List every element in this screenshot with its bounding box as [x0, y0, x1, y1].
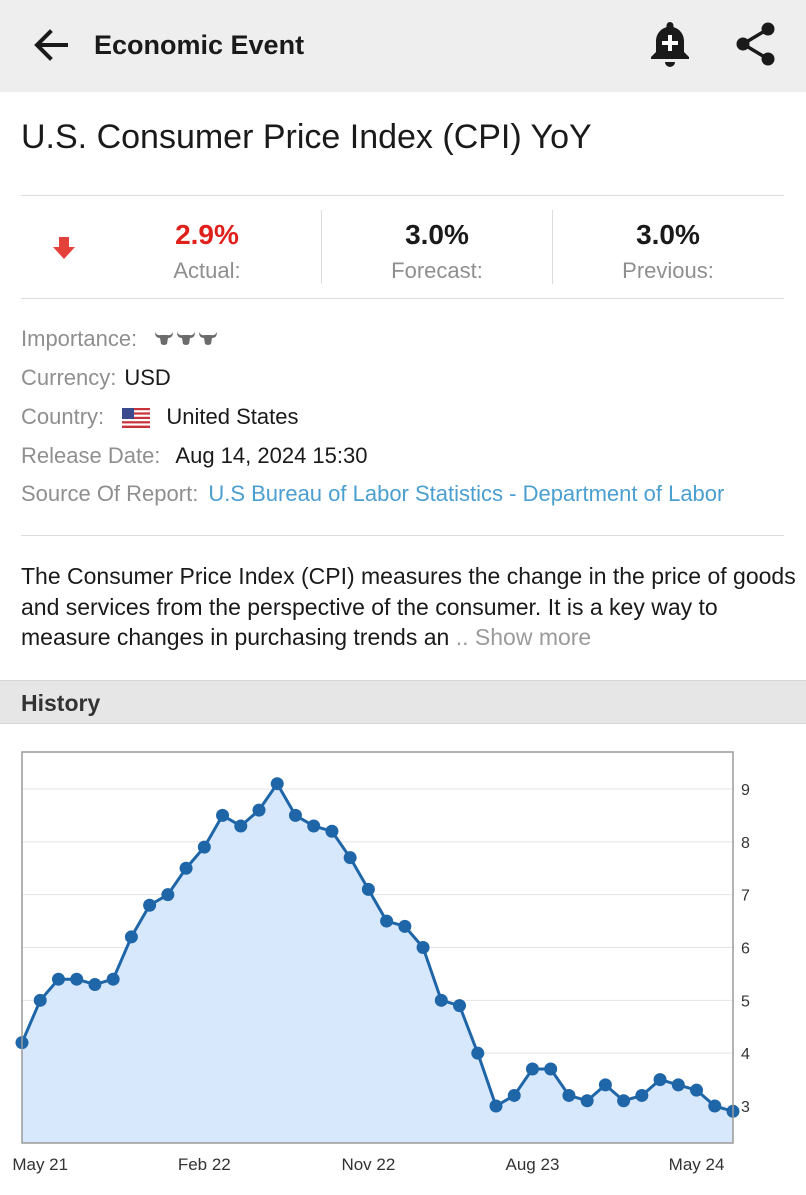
previous-value: 3.0% — [636, 219, 700, 250]
data-point — [179, 861, 193, 875]
x-tick-label: Aug 23 — [506, 1155, 560, 1174]
data-point — [325, 824, 339, 838]
data-point — [234, 819, 248, 833]
down-arrow-icon — [53, 237, 75, 259]
country-label: Country: — [21, 404, 105, 429]
data-point — [434, 993, 448, 1007]
divider — [552, 210, 553, 284]
importance-row: Importance: — [21, 322, 219, 356]
country-row: Country: United States — [21, 400, 298, 434]
data-point — [544, 1062, 558, 1076]
data-point — [617, 1094, 631, 1108]
back-arrow-icon[interactable] — [28, 22, 74, 68]
previous-stat: 3.0% Previous: — [578, 198, 758, 298]
data-point — [653, 1073, 667, 1087]
data-point — [307, 819, 321, 833]
y-tick-label: 3 — [741, 1099, 750, 1116]
data-point — [416, 941, 430, 954]
forecast-label: Forecast: — [391, 258, 483, 283]
y-tick-label: 7 — [741, 888, 750, 905]
share-icon[interactable] — [732, 20, 780, 68]
release-label: Release Date: — [21, 443, 161, 468]
data-point — [507, 1088, 521, 1102]
data-point — [453, 999, 467, 1013]
history-chart[interactable]: 3 4 5 6 7 8 9 May 21 Feb 22 Nov 22 Aug 23 May 24 — [0, 740, 806, 1190]
source-label: Source Of Report: — [21, 481, 199, 506]
event-stats: 2.9% Actual: 3.0% Forecast: 3.0% Previou… — [21, 198, 784, 298]
data-point — [143, 898, 157, 912]
data-point — [635, 1088, 649, 1102]
data-point — [270, 777, 284, 791]
y-tick-label: 5 — [741, 993, 750, 1010]
description-text: The Consumer Price Index (CPI) measures … — [21, 563, 796, 650]
data-point — [398, 919, 412, 933]
data-point — [70, 972, 84, 986]
data-point — [197, 840, 211, 854]
series-line — [20, 782, 734, 1113]
data-point — [580, 1094, 594, 1108]
data-point — [708, 1099, 722, 1113]
source-link[interactable]: U.S Bureau of Labor Statistics - Departm… — [208, 481, 725, 506]
source-row: Source Of Report: U.S Bureau of Labor Sta… — [21, 477, 724, 511]
data-point — [88, 977, 102, 991]
data-point — [525, 1062, 539, 1076]
data-point — [51, 972, 65, 986]
data-point — [471, 1046, 485, 1060]
divider — [21, 195, 784, 196]
importance-bulls — [153, 323, 219, 357]
x-tick-label: May 21 — [12, 1155, 68, 1174]
y-tick-label: 9 — [741, 782, 750, 799]
us-flag-icon — [122, 408, 151, 429]
y-tick-label: 6 — [741, 941, 750, 958]
app-bar: Economic Event — [0, 0, 806, 92]
data-point — [690, 1083, 704, 1097]
country-value: United States — [166, 404, 299, 429]
data-point — [161, 888, 175, 902]
data-point — [671, 1078, 685, 1092]
release-row: Release Date: Aug 14, 2024 15:30 — [21, 439, 367, 473]
forecast-stat: 3.0% Forecast: — [347, 198, 527, 298]
divider — [21, 535, 784, 536]
history-header: History — [0, 680, 806, 724]
data-point — [380, 914, 394, 928]
x-tick-label: Nov 22 — [341, 1155, 395, 1174]
show-more-link[interactable]: .. Show more — [449, 624, 592, 650]
add-alert-bell-icon[interactable] — [646, 18, 694, 70]
actual-label: Actual: — [173, 258, 241, 283]
bull-icon — [155, 332, 218, 346]
x-tick-label: Feb 22 — [178, 1155, 231, 1174]
currency-label: Currency: — [21, 365, 117, 390]
divider — [321, 210, 322, 284]
forecast-value: 3.0% — [405, 219, 469, 250]
app-bar-title: Economic Event — [94, 30, 305, 60]
previous-label: Previous: — [622, 258, 714, 283]
area-fill — [22, 783, 733, 1143]
actual-stat: 2.9% Actual: — [117, 198, 297, 298]
y-tick-label: 8 — [741, 835, 750, 852]
data-point — [598, 1078, 612, 1092]
data-point — [288, 808, 302, 822]
data-point — [124, 930, 138, 944]
history-title: History — [21, 690, 101, 716]
event-title: U.S. Consumer Price Index (CPI) YoY — [21, 118, 592, 156]
data-point — [562, 1088, 576, 1102]
data-point — [33, 993, 47, 1007]
currency-row: Currency: USD — [21, 361, 171, 395]
data-point — [361, 882, 375, 896]
importance-label: Importance: — [21, 326, 138, 351]
data-point — [343, 851, 357, 865]
actual-value: 2.9% — [175, 219, 239, 250]
divider — [21, 298, 784, 299]
x-tick-label: May 24 — [669, 1155, 725, 1174]
plot-border — [21, 751, 734, 1144]
data-point — [252, 803, 266, 817]
event-description: The Consumer Price Index (CPI) measures … — [21, 561, 796, 653]
y-tick-label: 4 — [741, 1046, 750, 1063]
data-point — [216, 808, 230, 822]
data-point — [106, 972, 120, 986]
currency-value: USD — [124, 365, 171, 390]
data-point — [489, 1099, 503, 1113]
release-value: Aug 14, 2024 15:30 — [175, 443, 368, 468]
